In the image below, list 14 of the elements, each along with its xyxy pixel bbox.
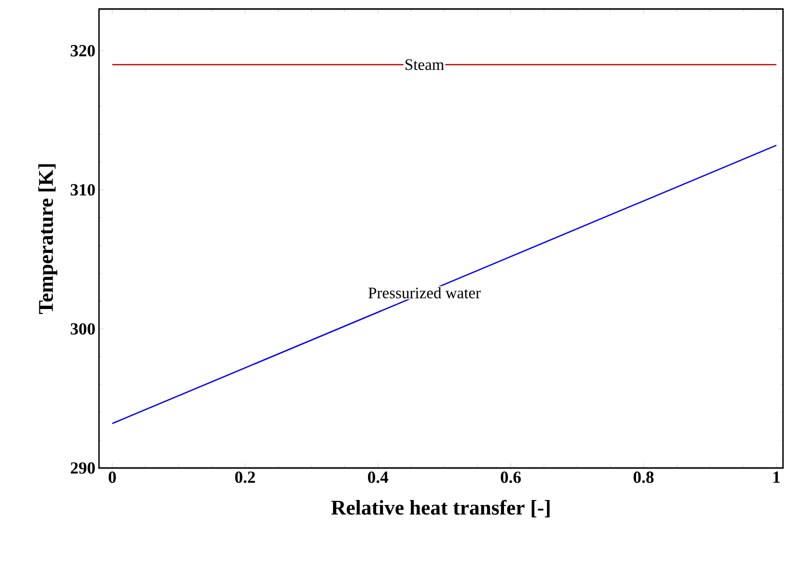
x-axis-title: Relative heat transfer [-] [331,500,550,518]
x-tick-label: 1 [773,472,780,483]
y-tick-label: 320 [70,45,95,56]
x-tick-label: 0.6 [500,472,521,484]
x-tick-label: 0.4 [368,472,388,484]
series-label: Pressurized water [368,287,481,298]
x-tick-label: 0.2 [235,472,255,484]
x-tick-label: 0 [108,472,116,483]
x-tick-label: 0.8 [634,472,654,484]
y-tick-label: 310 [70,184,95,196]
y-axis-title: Temperature [K] [38,164,58,314]
y-tick-label: 300 [70,323,95,335]
y-tick-label: 290 [70,462,95,474]
series-label: Steam [406,59,444,70]
